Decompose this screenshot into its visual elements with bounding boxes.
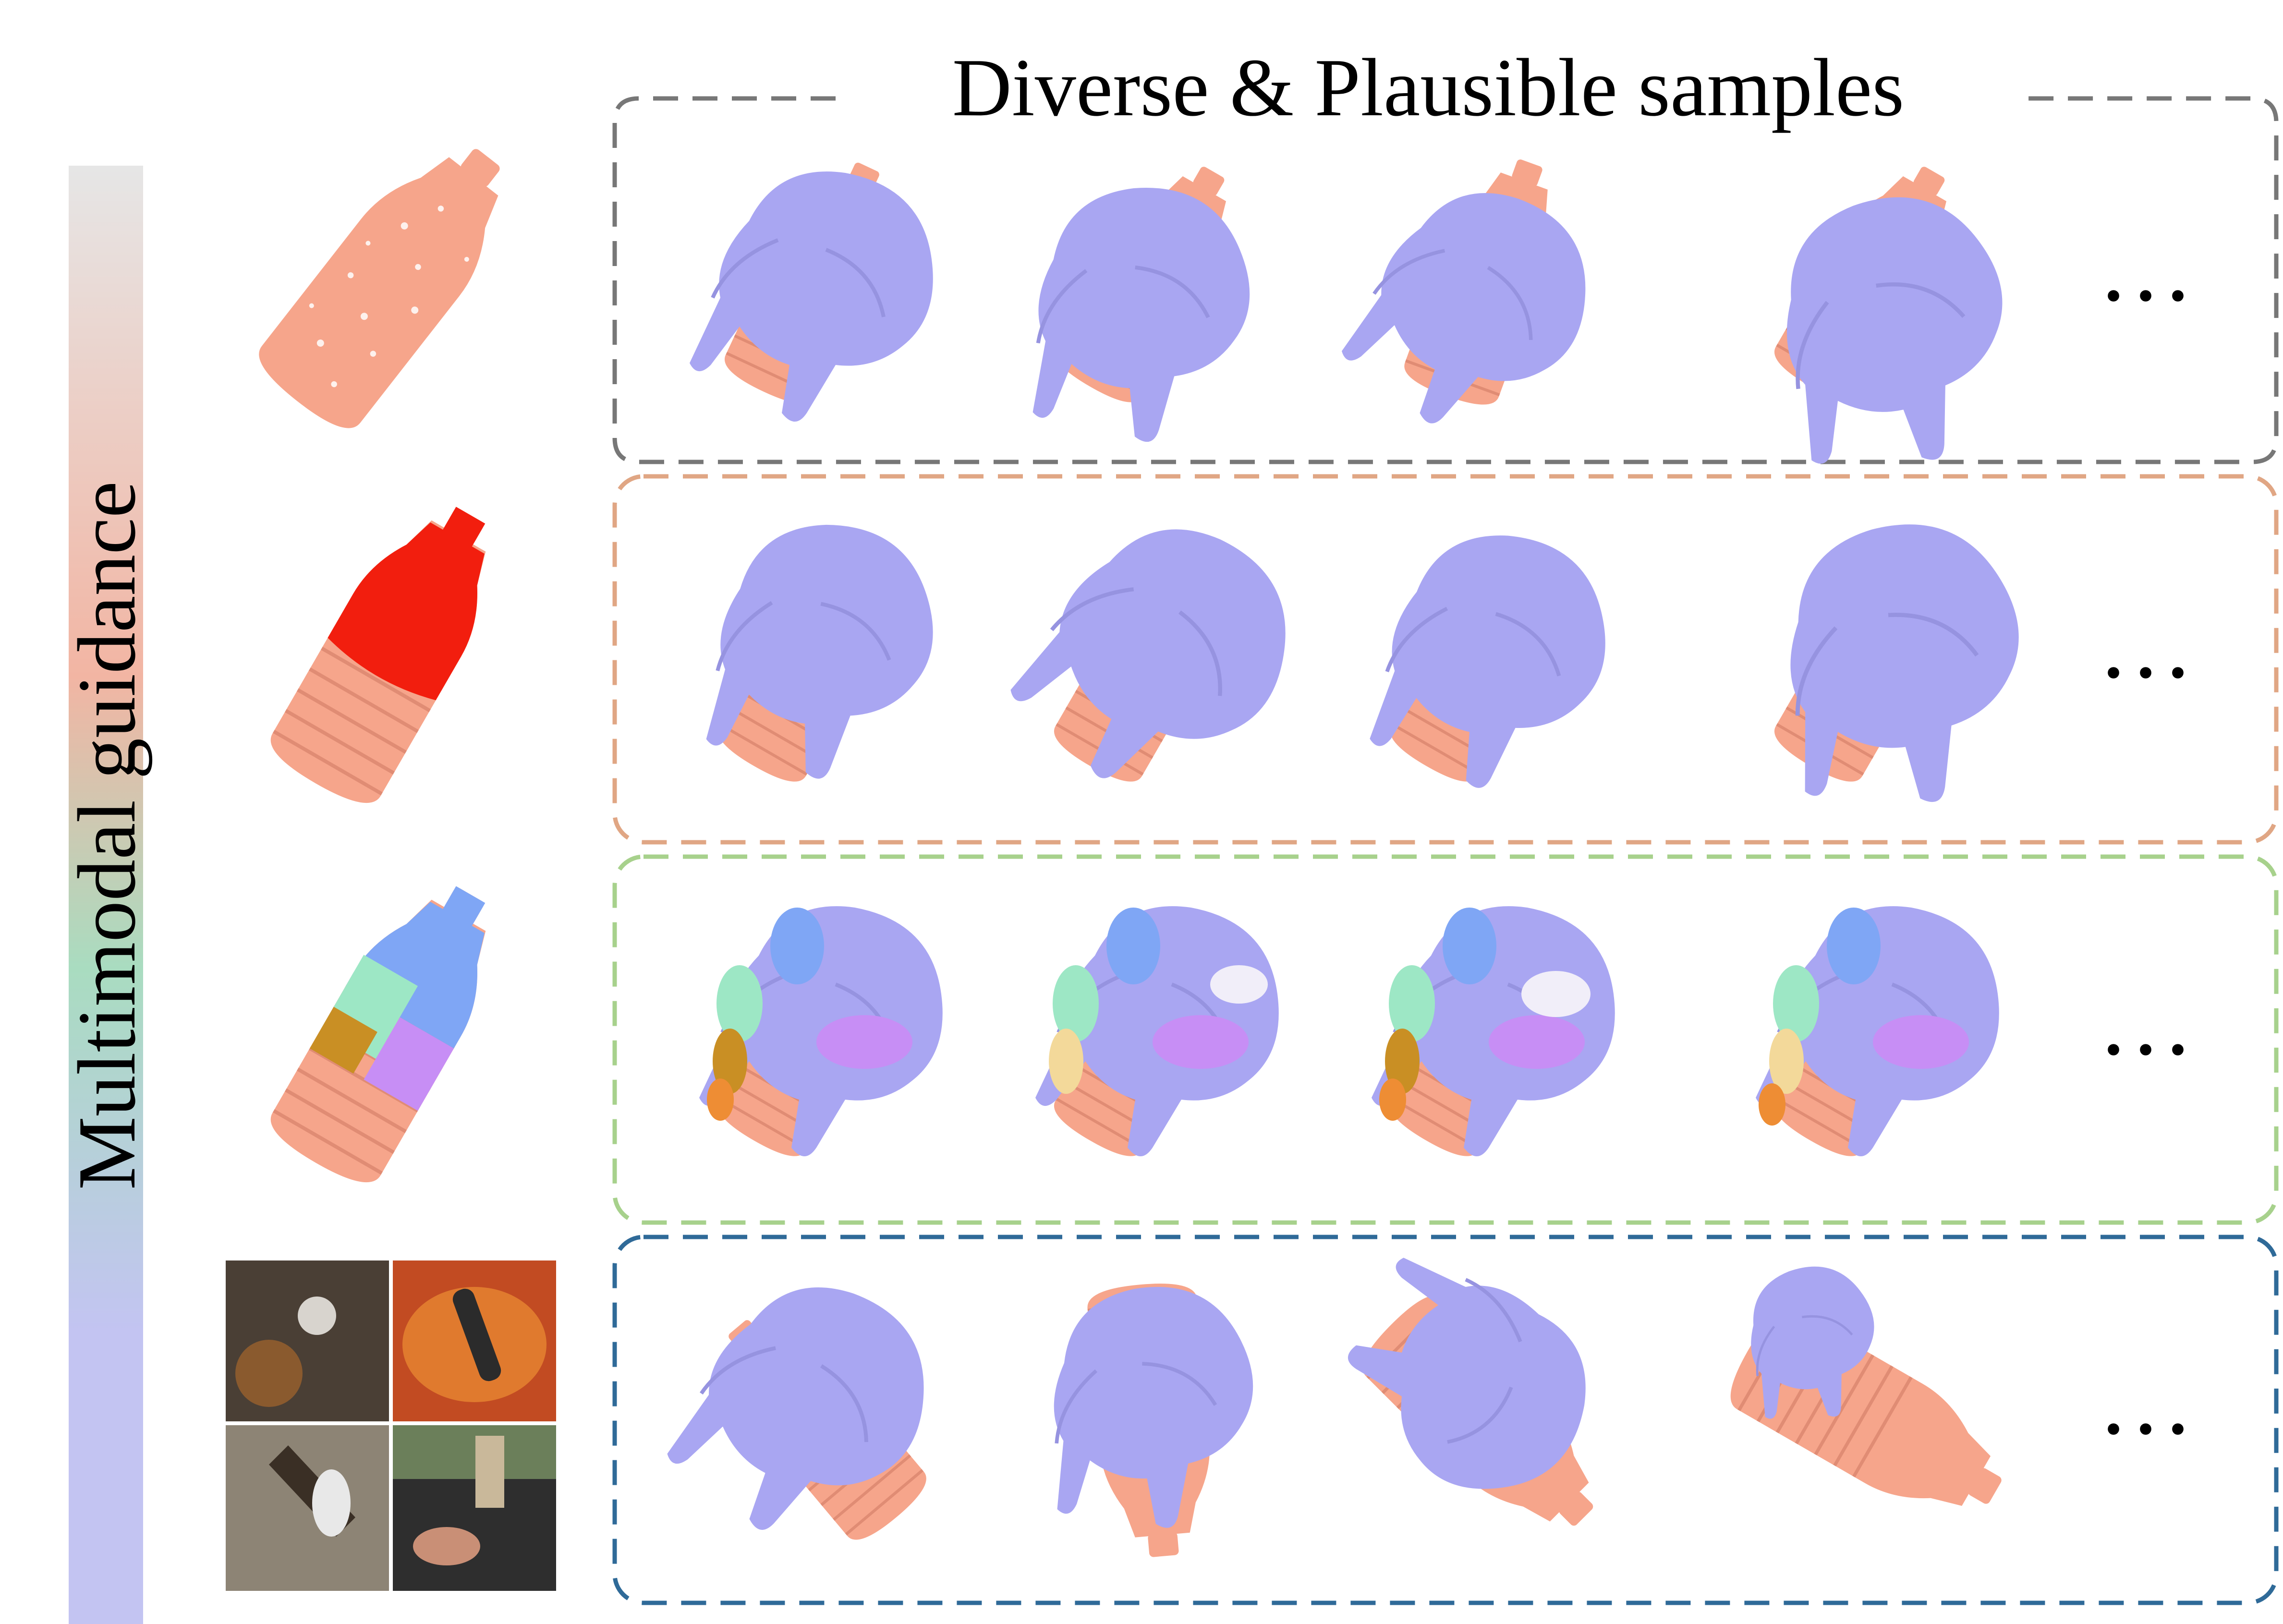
row-box-point-cloud [612,96,2279,464]
sample-row4-3 [1348,1258,1624,1556]
sample-row3-4 [1756,901,1999,1166]
point-cloud-bottle [248,119,538,440]
photo-3 [226,1425,389,1591]
row-box-part-map [612,854,2279,1225]
ellipsis-row1: … [2098,215,2194,321]
ellipsis-row3: … [2098,969,2194,1075]
image-grid [226,1260,556,1591]
sample-row3-1 [699,901,943,1166]
row-box-image [612,1235,2279,1605]
side-label: Multimodal guidance [61,481,153,1190]
sample-row1-2 [983,147,1283,469]
sample-row3-3 [1372,901,1615,1166]
sample-row2-4 [1716,487,2075,850]
sample-row1-1 [690,146,933,422]
sample-row4-4 [1708,1244,2024,1542]
guidance-gradient-bar [69,166,143,1624]
ellipsis-row4: … [2098,1348,2194,1454]
contact-map-bottle [261,484,525,815]
sample-row1-3 [1332,145,1601,446]
sample-row4-1 [657,1265,940,1554]
sample-row2-1 [673,508,956,797]
part-map-bottle [261,863,525,1194]
sample-row4-2 [995,1259,1294,1562]
sample-row3-2 [1035,901,1279,1166]
row-box-contact-map [612,474,2279,845]
sample-row1-4 [1711,147,2064,513]
sample-row2-2 [995,496,1310,815]
sample-row2-3 [1353,526,1617,797]
figure-title: Diverse & Plausible samples [952,42,1904,133]
ellipsis-row2: … [2098,592,2194,698]
